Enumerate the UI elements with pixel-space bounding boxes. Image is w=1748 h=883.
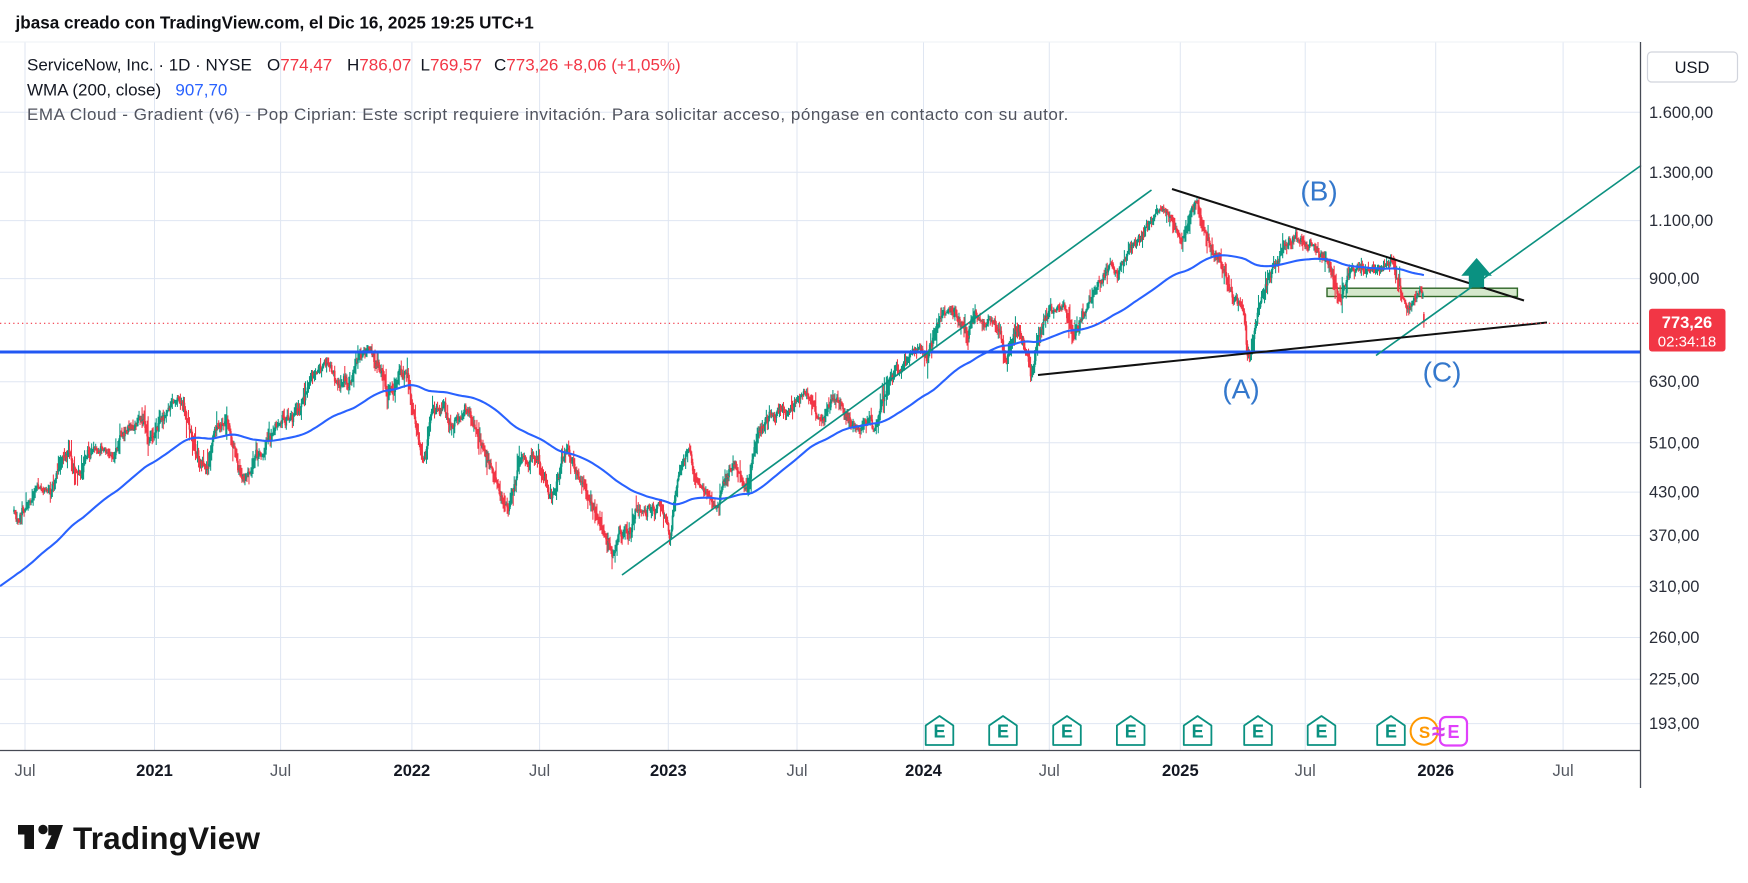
svg-text:2022: 2022 bbox=[394, 762, 431, 780]
svg-text:Jul: Jul bbox=[786, 762, 807, 780]
svg-text:E: E bbox=[1125, 722, 1137, 742]
svg-text:E: E bbox=[1192, 722, 1204, 742]
svg-text:1.100,00: 1.100,00 bbox=[1649, 212, 1713, 230]
svg-text:(C): (C) bbox=[1423, 357, 1462, 388]
svg-text:ServiceNow, Inc. · 1D · NYSE: ServiceNow, Inc. · 1D · NYSE bbox=[27, 56, 252, 75]
svg-text:O774,47: O774,47 bbox=[267, 56, 332, 75]
svg-text:≈: ≈ bbox=[1432, 719, 1445, 746]
svg-text:510,00: 510,00 bbox=[1649, 434, 1699, 452]
svg-text:Jul: Jul bbox=[1553, 762, 1574, 780]
svg-text:225,00: 225,00 bbox=[1649, 671, 1699, 689]
svg-text:WMA (200, close): WMA (200, close) bbox=[27, 80, 161, 99]
svg-text:370,00: 370,00 bbox=[1649, 527, 1699, 545]
svg-text:TradingView: TradingView bbox=[73, 820, 260, 856]
svg-text:E: E bbox=[1252, 722, 1264, 742]
svg-text:Jul: Jul bbox=[1295, 762, 1316, 780]
svg-text:C773,26: C773,26 bbox=[494, 56, 558, 75]
svg-text:E: E bbox=[1061, 722, 1073, 742]
svg-text:Jul: Jul bbox=[270, 762, 291, 780]
svg-text:Jul: Jul bbox=[1039, 762, 1060, 780]
svg-text:310,00: 310,00 bbox=[1649, 578, 1699, 596]
svg-text:2021: 2021 bbox=[136, 762, 173, 780]
svg-text:L769,57: L769,57 bbox=[421, 56, 482, 75]
svg-text:EMA Cloud - Gradient (v6) - Po: EMA Cloud - Gradient (v6) - Pop Ciprian:… bbox=[27, 105, 1069, 124]
svg-text:630,00: 630,00 bbox=[1649, 373, 1699, 391]
svg-text:E: E bbox=[933, 722, 945, 742]
svg-text:+8,06 (+1,05%): +8,06 (+1,05%) bbox=[564, 56, 681, 75]
svg-text:2025: 2025 bbox=[1162, 762, 1199, 780]
svg-text:E: E bbox=[1385, 722, 1397, 742]
svg-text:1.300,00: 1.300,00 bbox=[1649, 164, 1713, 182]
svg-text:907,70: 907,70 bbox=[175, 80, 227, 99]
svg-text:430,00: 430,00 bbox=[1649, 484, 1699, 502]
svg-text:E: E bbox=[1315, 722, 1327, 742]
svg-text:260,00: 260,00 bbox=[1649, 629, 1699, 647]
svg-text:E: E bbox=[997, 722, 1009, 742]
svg-text:1.600,00: 1.600,00 bbox=[1649, 104, 1713, 122]
svg-text:S: S bbox=[1419, 723, 1430, 742]
svg-text:H786,07: H786,07 bbox=[347, 56, 411, 75]
svg-text:2024: 2024 bbox=[905, 762, 943, 780]
svg-text:E: E bbox=[1447, 722, 1459, 742]
svg-text:(B): (B) bbox=[1300, 176, 1337, 207]
svg-text:jbasa creado con TradingView.c: jbasa creado con TradingView.com, el Dic… bbox=[15, 13, 535, 32]
svg-text:2023: 2023 bbox=[650, 762, 687, 780]
svg-text:900,00: 900,00 bbox=[1649, 270, 1699, 288]
svg-text:(A): (A) bbox=[1222, 374, 1259, 405]
svg-text:Jul: Jul bbox=[14, 762, 35, 780]
svg-text:USD: USD bbox=[1675, 59, 1710, 77]
svg-text:193,00: 193,00 bbox=[1649, 715, 1699, 733]
svg-text:773,26: 773,26 bbox=[1662, 314, 1712, 332]
svg-text:02:34:18: 02:34:18 bbox=[1658, 334, 1716, 351]
svg-text:2026: 2026 bbox=[1417, 762, 1454, 780]
svg-text:Jul: Jul bbox=[529, 762, 550, 780]
